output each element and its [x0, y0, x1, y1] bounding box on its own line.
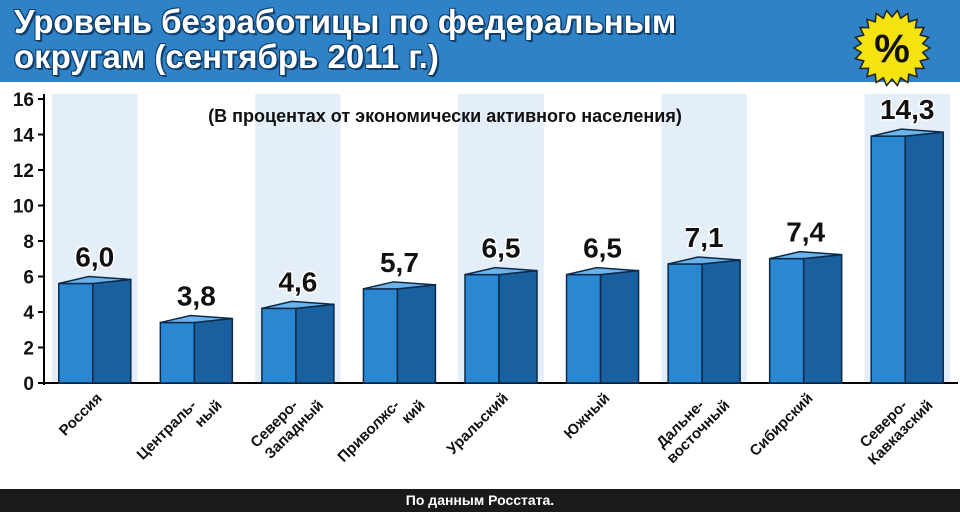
bar: [768, 250, 843, 384]
title-line-2: округам (сентябрь 2011 г.): [14, 38, 439, 75]
y-tick-label: 4: [23, 303, 34, 324]
bar-face-left: [870, 135, 906, 384]
bar-face-right: [802, 253, 843, 384]
bar: [362, 281, 437, 384]
category-label-line: Централь-: [134, 397, 201, 464]
category-label-line: кий: [398, 397, 428, 427]
y-tick-label: 6: [23, 268, 34, 289]
bar-face-left: [159, 321, 196, 384]
bar-value-label: 6,0: [75, 242, 114, 273]
bar-value-label: 6,5: [583, 233, 622, 264]
y-tick-label: 2: [23, 339, 34, 360]
bar: [870, 128, 944, 384]
bar-face-left: [464, 273, 500, 384]
bar-top: [769, 250, 842, 260]
bar-face-right: [396, 283, 437, 384]
category-label-line: Южный: [561, 390, 614, 443]
bar-value-label: 4,6: [278, 266, 317, 297]
bar-top: [464, 266, 538, 276]
bar-face-right: [599, 269, 640, 384]
bar-value-label: 7,4: [786, 217, 825, 248]
bar-face-right: [295, 303, 335, 384]
bar-face-right: [701, 259, 741, 384]
bar-top: [871, 128, 944, 137]
y-tick-label: 8: [23, 232, 34, 253]
bar-face-right: [498, 269, 538, 384]
source-note: По данным Росстата.: [0, 489, 960, 512]
bar-face-left: [667, 263, 703, 384]
bar-face-left: [58, 282, 94, 384]
percent-badge-label: %: [874, 27, 910, 71]
y-tick-label: 16: [13, 90, 34, 111]
category-label: Уральский: [444, 390, 512, 458]
category-label: Централь-ный: [134, 384, 226, 476]
category-label: Дальне-восточный: [651, 384, 734, 467]
bar-face-left: [768, 257, 805, 384]
bar-value-label: 7,1: [685, 222, 724, 253]
category-label: Южный: [561, 390, 614, 443]
bar-value-label: 5,7: [380, 247, 419, 278]
category-label-line: Уральский: [444, 390, 512, 458]
bar-face-right: [904, 131, 944, 384]
bar-face-left: [565, 273, 602, 384]
bar-face-left: [261, 307, 297, 384]
bar-face-right: [92, 278, 132, 384]
bar: [261, 300, 335, 384]
bar-top: [566, 266, 639, 276]
bar-face-left: [362, 288, 399, 384]
category-label: Приволжс-кий: [334, 384, 428, 478]
title-line-1: Уровень безработицы по федеральным: [14, 3, 677, 40]
category-label: Россия: [56, 390, 106, 440]
y-tick-label: 10: [13, 197, 34, 218]
category-label-line: Россия: [56, 390, 106, 440]
category-label: Северо-Кавказский: [852, 384, 936, 468]
category-label: Северо-Западный: [247, 384, 327, 464]
category-label: Сибирский: [746, 390, 816, 460]
bar-value-label: 6,5: [482, 233, 521, 264]
bar: [159, 314, 234, 384]
bar-top: [363, 281, 436, 290]
bar: [464, 266, 538, 384]
header-band: [0, 0, 960, 82]
category-label-line: Приволжс-: [334, 397, 403, 466]
bar-top: [261, 300, 334, 310]
bar: [58, 275, 132, 384]
bar-face-right: [193, 317, 234, 384]
y-tick-label: 14: [13, 126, 35, 147]
bar-value-label: 3,8: [177, 281, 216, 312]
bar-top: [160, 314, 233, 324]
category-label-line: ный: [192, 397, 226, 431]
bar: [667, 256, 741, 384]
chart-title: Уровень безработицы по федеральным округ…: [14, 4, 834, 74]
y-tick-label: 0: [23, 374, 34, 395]
category-label-line: Сибирский: [746, 390, 816, 460]
bar-top: [667, 256, 741, 265]
bar-value-label: 14,3: [880, 94, 935, 125]
y-tick-label: 12: [13, 161, 34, 182]
bar-chart: 0 2 4 6 8 10 12 14 16 (В процентах от экономическ…: [13, 8, 958, 478]
chart-subtitle: (В процентах от экономически активного н…: [208, 106, 682, 126]
bar: [565, 266, 640, 384]
percent-badge: [852, 8, 932, 88]
bar-top: [58, 275, 131, 285]
